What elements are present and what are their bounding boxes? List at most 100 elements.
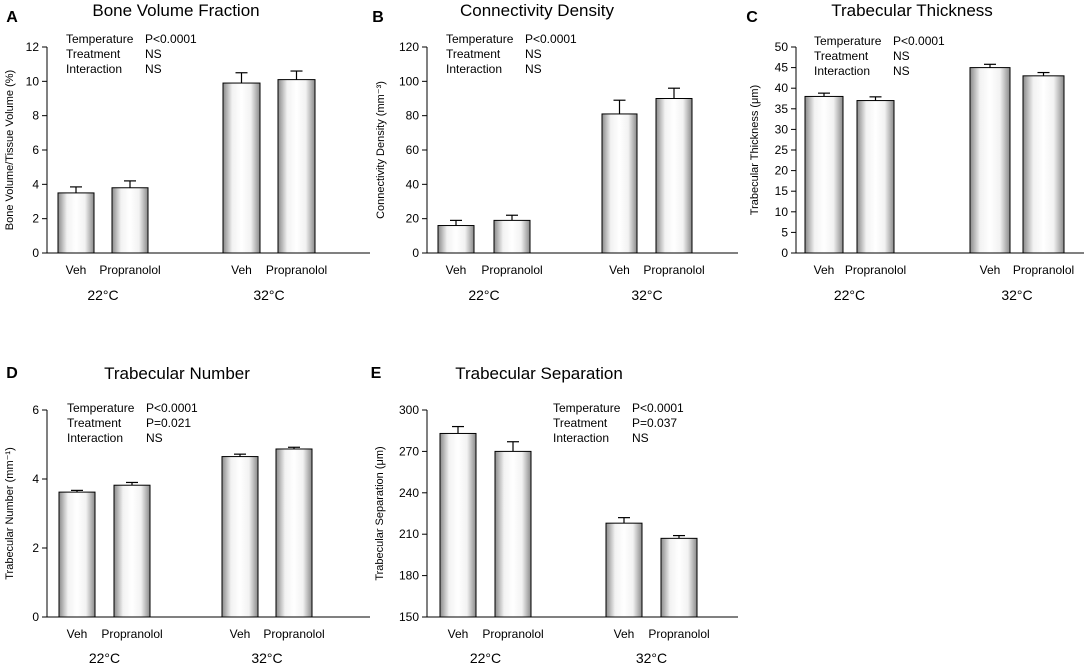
panel-b-stat-value: NS — [525, 47, 542, 61]
panel-c-label: C — [746, 9, 758, 26]
panel-a-ylabel: Bone Volume/Tissue Volume (%) — [4, 70, 16, 230]
panel-c-ytick-label: 50 — [775, 40, 789, 54]
panel-a-group-label: 32°C — [253, 287, 284, 303]
panel-a-category-label: Propranolol — [266, 263, 327, 277]
panel-d-title: Trabecular Number — [104, 364, 250, 383]
panel-e-ytick-label: 270 — [399, 444, 419, 458]
panel-b-ylabel: Connectivity Density (mm⁻³) — [375, 81, 387, 219]
panel-c-category-label: Veh — [980, 263, 1001, 277]
panel-c-title: Trabecular Thickness — [831, 1, 993, 20]
panel-e-stat-term: Temperature — [553, 401, 621, 415]
panel-b-stat-term: Treatment — [446, 47, 501, 61]
panel-d-bar — [275, 448, 313, 618]
panel-d-stat-term: Temperature — [67, 401, 135, 415]
panel-b-title: Connectivity Density — [460, 1, 615, 20]
panel-b-ytick-label: 120 — [399, 40, 419, 54]
panel-a-title: Bone Volume Fraction — [92, 1, 259, 20]
panel-d-group-label: 22°C — [89, 650, 120, 663]
panel-d-category-label: Propranolol — [263, 627, 324, 641]
panel-e-title: Trabecular Separation — [455, 364, 623, 383]
panel-d-bar — [221, 456, 259, 618]
panel-e-stat-term: Treatment — [553, 416, 608, 430]
panel-d-stat-value: P=0.021 — [146, 416, 191, 430]
panel-c-category-label: Veh — [814, 263, 835, 277]
panel-d-category-label: Propranolol — [101, 627, 162, 641]
panel-c-group-label: 22°C — [834, 287, 865, 303]
panel-e-ytick-label: 300 — [399, 403, 419, 417]
panel-a-category-label: Veh — [66, 263, 87, 277]
panel-b-bar — [493, 219, 531, 254]
panel-a-ytick-label: 2 — [32, 212, 39, 226]
panel-d-stat-term: Interaction — [67, 431, 123, 445]
panel-d-stat-term: Treatment — [67, 416, 122, 430]
panel-d-ytick-label: 2 — [32, 541, 39, 555]
panel-e-bar — [605, 522, 643, 618]
panel-c-ytick-label: 10 — [775, 205, 789, 219]
panel-e-bar — [439, 432, 477, 618]
panel-c-ytick-label: 40 — [775, 81, 789, 95]
panel-d-ytick-label: 4 — [32, 472, 39, 486]
panel-b-ytick-label: 80 — [406, 109, 420, 123]
panel-a-ytick-label: 10 — [26, 74, 40, 88]
panel-d-stat-value: P<0.0001 — [146, 401, 198, 415]
panel-b-ytick-label: 20 — [406, 212, 420, 226]
panel-d-category-label: Veh — [230, 627, 251, 641]
panel-c-bar — [969, 67, 1011, 254]
panel-a-ytick-label: 0 — [32, 246, 39, 260]
panel-a-category-label: Veh — [231, 263, 252, 277]
panel-a-stat-value: NS — [145, 47, 162, 61]
panel-b-stat-term: Interaction — [446, 62, 502, 76]
panel-a-group-label: 22°C — [87, 287, 118, 303]
panel-e-category-label: Propranolol — [648, 627, 709, 641]
panel-b-category-label: Veh — [446, 263, 467, 277]
panel-c-bar — [804, 95, 844, 254]
panel-c-ylabel: Trabecular Thickness (μm) — [749, 85, 761, 215]
panel-d-ytick-label: 0 — [32, 610, 39, 624]
panel-e-ylabel: Trabecular Separation (μm) — [374, 446, 386, 580]
panel-e-label: E — [371, 365, 382, 382]
panel-a-ytick-label: 4 — [32, 177, 39, 191]
panel-d-ytick-label: 6 — [32, 403, 39, 417]
panel-e-category-label: Veh — [614, 627, 635, 641]
panel-e-stat-value: P<0.0001 — [632, 401, 684, 415]
panel-a-stat-term: Treatment — [66, 47, 121, 61]
panel-e-stat-value: NS — [632, 431, 649, 445]
panel-e-category-label: Veh — [448, 627, 469, 641]
panel-e-category-label: Propranolol — [482, 627, 543, 641]
panel-e-stat-term: Interaction — [553, 431, 609, 445]
panel-b-category-label: Veh — [609, 263, 630, 277]
panel-e-ytick-label: 150 — [399, 610, 419, 624]
panel-c-ytick-label: 5 — [781, 225, 788, 239]
panel-b-bar — [655, 98, 693, 254]
panel-c-ytick-label: 25 — [775, 143, 789, 157]
panel-c-ytick-label: 35 — [775, 102, 789, 116]
panel-c-stat-value: NS — [893, 64, 910, 78]
panel-c-ytick-label: 15 — [775, 184, 789, 198]
panel-a-bar — [111, 187, 149, 254]
panel-c-stat-term: Treatment — [814, 49, 869, 63]
panel-a-category-label: Propranolol — [99, 263, 160, 277]
panel-b-category-label: Propranolol — [643, 263, 704, 277]
panel-b-group-label: 32°C — [631, 287, 662, 303]
panel-a-stat-value: NS — [145, 62, 162, 76]
panel-e-ytick-label: 240 — [399, 486, 419, 500]
panel-b-label: B — [372, 9, 384, 26]
panel-e-group-label: 22°C — [470, 650, 501, 663]
panel-d-stat-value: NS — [146, 431, 163, 445]
panel-c-ytick-label: 20 — [775, 164, 789, 178]
panel-c-ytick-label: 0 — [781, 246, 788, 260]
panel-b-bar — [437, 225, 475, 254]
panel-d-category-label: Veh — [67, 627, 88, 641]
panel-c-bar — [856, 100, 895, 254]
panel-a-stat-term: Temperature — [66, 32, 134, 46]
panel-e-group-label: 32°C — [636, 650, 667, 663]
panel-d-group-label: 32°C — [251, 650, 282, 663]
panel-c-ytick-label: 30 — [775, 122, 789, 136]
panel-e-bar — [660, 537, 698, 618]
panel-c-bar — [1022, 75, 1065, 254]
panel-a-ytick-label: 12 — [26, 40, 40, 54]
panel-a-ytick-label: 8 — [32, 109, 39, 123]
panel-b-ytick-label: 60 — [406, 143, 420, 157]
